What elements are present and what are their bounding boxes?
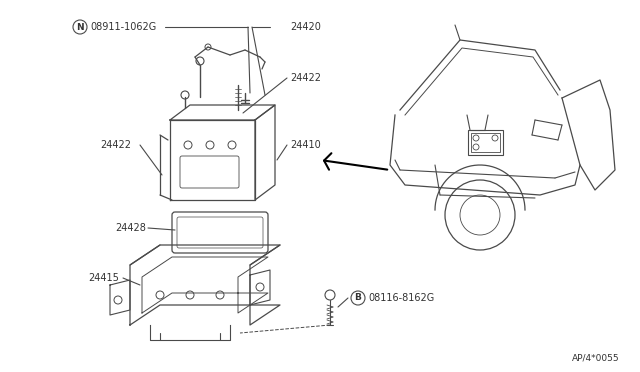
Text: B: B: [355, 294, 362, 302]
Text: 24422: 24422: [290, 73, 321, 83]
Text: 24422: 24422: [100, 140, 131, 150]
Bar: [471, 133, 500, 152]
Bar: [468, 130, 503, 155]
Text: N: N: [76, 22, 84, 32]
Text: 24428: 24428: [115, 223, 146, 233]
Text: 08116-8162G: 08116-8162G: [368, 293, 435, 303]
Text: 24415: 24415: [88, 273, 119, 283]
Text: 24410: 24410: [290, 140, 321, 150]
Text: 24420: 24420: [290, 22, 321, 32]
Text: AP/4*0055: AP/4*0055: [572, 353, 620, 362]
Text: 08911-1062G: 08911-1062G: [90, 22, 156, 32]
